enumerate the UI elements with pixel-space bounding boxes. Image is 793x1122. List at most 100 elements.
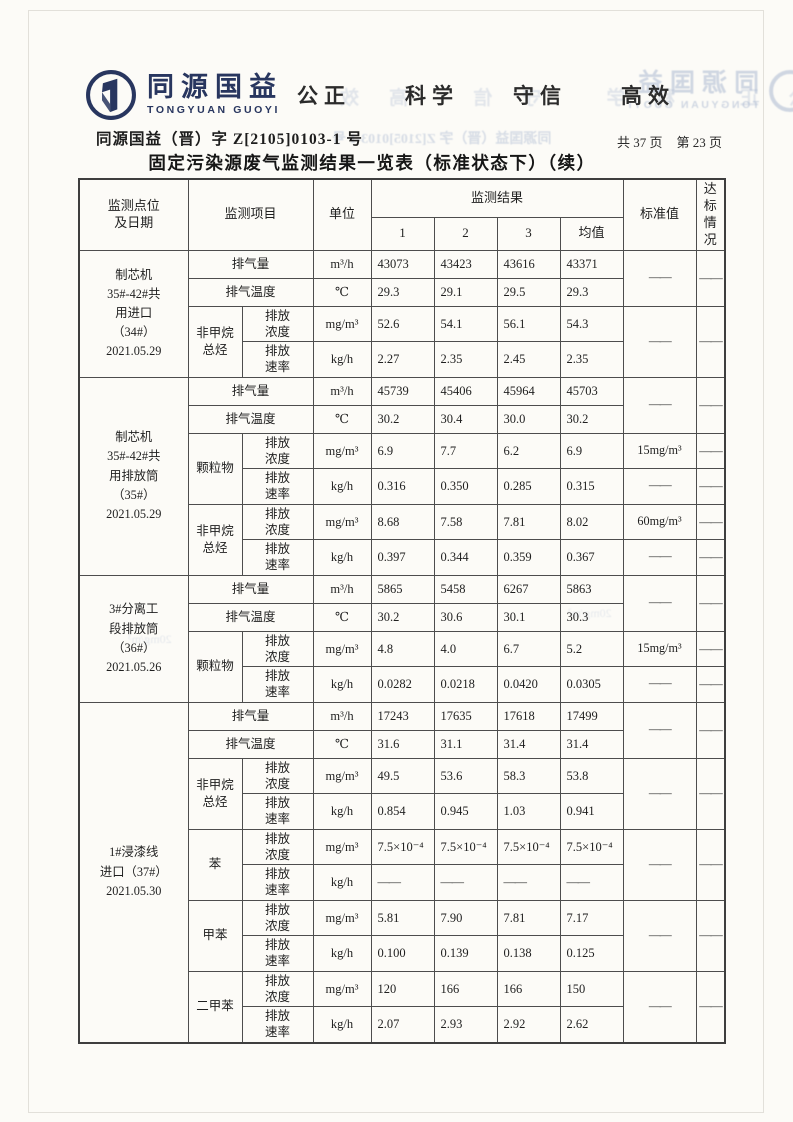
company-name: 同源国益 [147,72,283,103]
value-cell: 2.45 [496,341,561,378]
standard-cell: —— [622,539,697,576]
standard-cell: 60mg/m³ [622,503,697,541]
value-cell: 166 [496,970,561,1008]
compliance-cell: —— [695,305,726,378]
value-cell: 30.3 [559,602,624,632]
compliance-cell: —— [695,432,726,470]
item-cell: 排气温度 [187,277,314,307]
value-cell: 0.0282 [370,666,435,703]
page-title: 固定污染源废气监测结果一览表（标准状态下）（续） [148,153,596,173]
unit-cell: m³/h [312,376,372,406]
value-cell: 0.316 [370,468,435,505]
value-cell: 45703 [559,376,624,406]
unit-cell: kg/h [312,468,372,505]
value-cell: 29.5 [496,277,561,307]
slogan-item: 高效 [621,85,675,108]
page-current: 第 23 页 [676,135,723,150]
value-cell: 0.138 [496,935,561,972]
standard-cell: 15mg/m³ [622,432,697,470]
standard-cell: 15mg/m³ [622,630,697,668]
unit-cell: kg/h [312,666,372,703]
compliance-cell: —— [695,574,726,632]
standard-cell: —— [622,899,697,972]
subitem-cell: 排放 浓度 [241,828,314,866]
compliance-cell: —— [695,468,726,505]
value-cell: —— [433,864,498,901]
compliance-cell: —— [695,828,726,901]
table-head: 监测点位 及日期 监测项目 单位 监测结果 标准值 达标 情况 1 2 3 均值 [78,178,726,251]
value-cell: 17243 [370,701,435,731]
value-cell: 6267 [496,574,561,604]
brand-header: 同源国益 TONGYUAN GUOYI [84,68,283,122]
item-cell: 二甲苯 [187,970,243,1044]
item-cell: 排气量 [187,376,314,406]
value-cell: —— [559,864,624,901]
value-cell: 5.2 [559,630,624,668]
value-cell: 2.93 [433,1006,498,1044]
value-cell: 0.125 [559,935,624,972]
doc-number: 同源国益（晋）字 Z[2105]0103-1 号 [96,131,363,148]
table-row: 制芯机 35#-42#共 用排放筒 （35#） 2021.05.29 排气量 m³/h 457… [78,376,726,576]
value-cell: 43423 [433,249,498,279]
value-cell: 120 [370,970,435,1008]
compliance-cell: —— [695,630,726,668]
standard-cell: —— [622,666,697,703]
subitem-cell: 排放 速率 [241,666,314,703]
standard-cell: —— [622,828,697,901]
subitem-cell: 排放 速率 [241,539,314,576]
value-cell: 7.5×10⁻⁴ [370,828,435,866]
slogan-item: 科学 [405,85,459,108]
value-cell: 30.2 [370,404,435,434]
value-cell: 53.6 [433,757,498,795]
item-cell: 排气温度 [187,729,314,759]
value-cell: 30.4 [433,404,498,434]
value-cell: 56.1 [496,305,561,343]
unit-cell: mg/m³ [312,899,372,937]
item-cell: 排气量 [187,701,314,731]
value-cell: 54.1 [433,305,498,343]
value-cell: 0.0305 [559,666,624,703]
unit-cell: m³/h [312,701,372,731]
table-row: 非甲烷 总烃 排放 浓度 mg/m³ 49.5 53.6 58.3 53.8 —— —— [79,757,726,830]
table-row: 苯排放 浓度 mg/m³ 7.5×10⁻⁴ 7.5×10⁻⁴ 7.5×10⁻⁴ 7.5×10… [79,828,726,901]
value-cell: 166 [433,970,498,1008]
standard-cell: —— [622,970,697,1044]
slogan-item: 守信 [513,85,567,108]
value-cell: 2.62 [559,1006,624,1044]
value-cell: 7.81 [496,899,561,937]
table-row: 颗粒物 排放 浓度 mg/m³ 6.9 7.7 6.2 6.9 15mg/m³ —— [79,432,726,505]
value-cell: 7.5×10⁻⁴ [559,828,624,866]
unit-cell: kg/h [312,341,372,378]
table-row: 排气温度 ℃ 30.2 30.6 30.1 30.3 [79,602,725,632]
value-cell: 0.945 [433,793,498,830]
value-cell: 43073 [370,249,435,279]
value-cell: 7.90 [433,899,498,937]
value-cell: 2.92 [496,1006,561,1044]
slogan-row: 公正 科学 守信 高效 [297,80,675,110]
page-count: 共 37 页 [617,135,663,150]
table-row: 甲苯 排放 浓度 mg/m³ 5.81 7.90 7.81 7.17 —— —— [79,899,726,972]
item-cell: 排气量 [187,574,314,604]
point-cell: 1#浸漆线 进口（37#） 2021.05.30 [78,701,189,1044]
table-row: 排放 速率 kg/h 0.316 0.350 0.285 0.315 —— —— [79,468,726,505]
value-cell: 0.139 [433,935,498,972]
table-row: 3#分离工 段排放筒 （36#） 2021.05.26 排气量 m³/h 5865 5458 6… [78,574,726,703]
value-cell: 49.5 [370,757,435,795]
value-cell: 0.285 [496,468,561,505]
standard-cell: —— [622,757,697,830]
standard-cell: —— [622,249,697,307]
compliance-cell: —— [695,249,726,307]
header-cell: 1 [370,217,435,251]
unit-cell: ℃ [312,729,372,759]
company-logo-icon [86,70,136,120]
subitem-cell: 排放 速率 [241,468,314,505]
subitem-cell: 排放 浓度 [241,970,314,1008]
unit-cell: kg/h [312,935,372,972]
header-row: 监测点位 及日期 监测项目 单位 监测结果 标准值 达标 情况 [78,178,726,251]
item-cell: 颗粒物 [187,630,243,703]
slogan-item: 公正 [297,85,351,108]
standard-cell: —— [622,468,697,505]
point-cell: 制芯机 35#-42#共 用进口 （34#） 2021.05.29 [78,249,189,378]
value-cell: 2.07 [370,1006,435,1044]
value-cell: 29.3 [370,277,435,307]
